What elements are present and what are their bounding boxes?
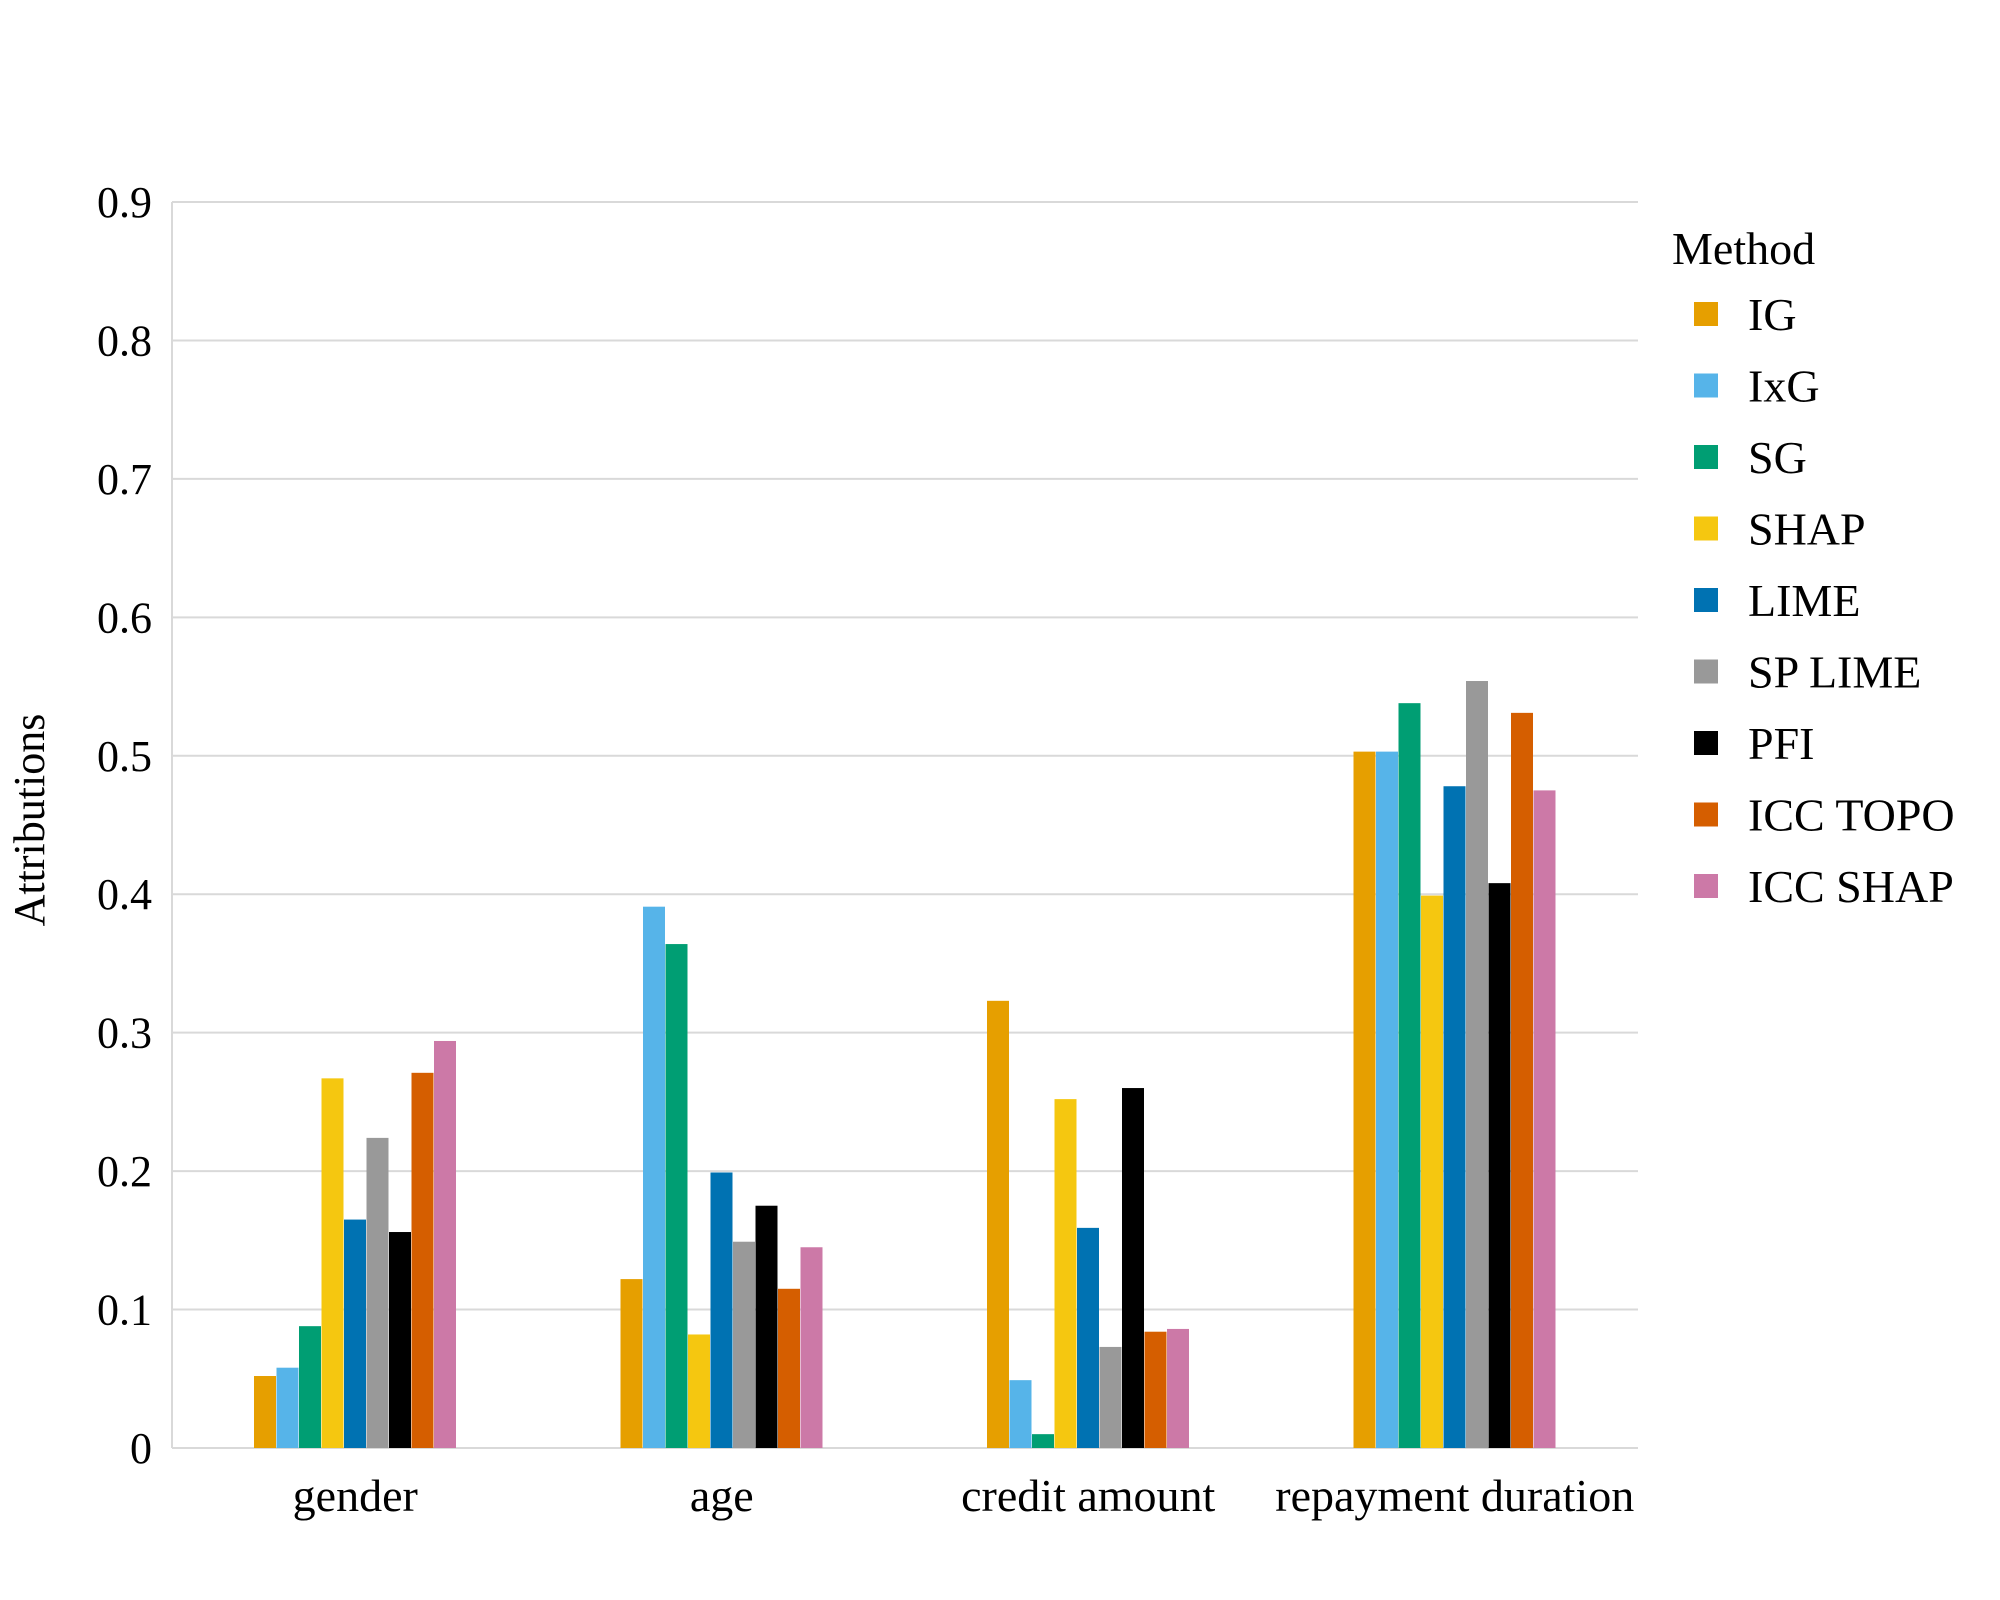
y-tick-label: 0.7 (97, 455, 152, 504)
legend-swatch (1694, 588, 1718, 612)
bar-sg-age (665, 944, 688, 1448)
y-tick-label: 0 (130, 1424, 152, 1473)
bar-icc-topo-gender (411, 1072, 434, 1448)
legend-label: ICC TOPO (1748, 790, 1955, 841)
legend-swatch (1694, 731, 1718, 755)
bar-sg-repayment-duration (1398, 703, 1421, 1448)
legend-label: SP LIME (1748, 647, 1921, 698)
y-tick-label: 0.4 (97, 870, 152, 919)
bar-sg-credit-amount (1032, 1434, 1054, 1448)
bar-icc-shap-gender (434, 1040, 456, 1448)
x-category-label: age (690, 1470, 754, 1521)
bar-icc-shap-repayment-duration (1533, 790, 1556, 1448)
legend-label: IxG (1748, 361, 1820, 412)
bar-icc-topo-age (778, 1288, 800, 1448)
bar-shap-gender (321, 1078, 344, 1448)
legend-label: LIME (1748, 575, 1860, 626)
y-tick-label: 0.8 (97, 316, 152, 365)
legend-swatch (1694, 802, 1718, 827)
bar-ixg-credit-amount (1009, 1380, 1032, 1448)
bar-sp-lime-repayment-duration (1466, 681, 1488, 1448)
bar-lime-age (710, 1172, 733, 1448)
bar-lime-gender (344, 1219, 366, 1448)
legend-swatch (1694, 659, 1718, 684)
bar-ig-repayment-duration (1353, 751, 1376, 1448)
bar-lime-repayment-duration (1443, 786, 1466, 1448)
bar-pfi-age (755, 1205, 778, 1448)
legend-label: SG (1748, 432, 1807, 483)
bar-ig-age (620, 1279, 643, 1448)
legend-title: Method (1672, 223, 1815, 274)
bar-sp-lime-gender (366, 1137, 389, 1448)
bar-ig-credit-amount (987, 1000, 1009, 1448)
y-axis-title: Attributions (5, 714, 54, 927)
bar-ixg-gender (276, 1367, 299, 1448)
y-tick-label: 0.1 (97, 1286, 152, 1335)
y-tick-label: 0.6 (97, 593, 152, 642)
y-tick-label: 0.5 (97, 732, 152, 781)
legend-label: ICC SHAP (1748, 861, 1954, 912)
legend-swatch (1694, 445, 1718, 469)
x-category-label: credit amount (961, 1470, 1215, 1521)
bar-ig-gender (254, 1376, 276, 1448)
bar-sp-lime-credit-amount (1099, 1346, 1122, 1448)
bar-pfi-repayment-duration (1488, 883, 1511, 1448)
bars (254, 681, 1556, 1448)
bar-shap-age (688, 1334, 710, 1448)
legend-label: SHAP (1748, 504, 1866, 555)
bar-lime-credit-amount (1077, 1227, 1099, 1448)
y-tick-label: 0.9 (97, 178, 152, 227)
bar-pfi-gender (389, 1232, 411, 1448)
x-category-label: repayment duration (1275, 1470, 1634, 1521)
legend: Method IG IxG SG SHAP LIME SP LIME PFI ICC TOPO… (1672, 223, 1955, 912)
bar-icc-topo-repayment-duration (1511, 712, 1533, 1448)
bar-ixg-age (643, 906, 665, 1448)
bar-pfi-credit-amount (1122, 1088, 1144, 1448)
legend-swatch (1694, 516, 1718, 541)
bar-shap-repayment-duration (1421, 895, 1443, 1448)
bar-icc-shap-age (800, 1247, 823, 1448)
bar-icc-shap-credit-amount (1167, 1328, 1189, 1448)
labels: 0 0.1 0.2 0.3 0.4 0.5 0.6 0.7 0.8 0.9 gender age cre… (97, 178, 1634, 1521)
bar-sg-gender (299, 1326, 321, 1448)
legend-label: PFI (1748, 718, 1814, 769)
legend-swatch (1694, 302, 1718, 326)
y-tick-label: 0.3 (97, 1009, 152, 1058)
legend-swatch (1694, 874, 1718, 898)
legend-swatch (1694, 373, 1718, 398)
bar-sp-lime-age (733, 1241, 755, 1448)
bar-icc-topo-credit-amount (1144, 1331, 1167, 1448)
bar-ixg-repayment-duration (1376, 751, 1398, 1448)
y-tick-label: 0.2 (97, 1147, 152, 1196)
bar-shap-credit-amount (1054, 1099, 1077, 1448)
x-category-label: gender (293, 1470, 418, 1521)
legend-label: IG (1748, 289, 1797, 340)
